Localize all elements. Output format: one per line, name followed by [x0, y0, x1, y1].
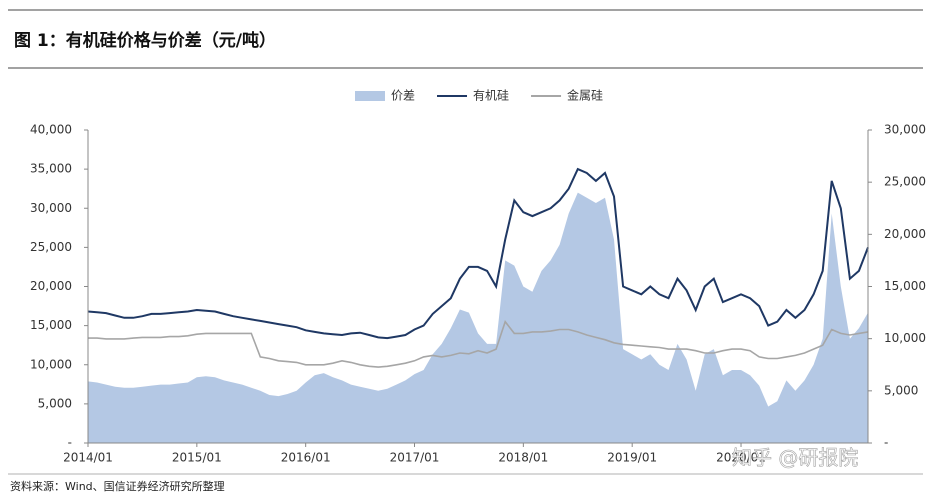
y2-tick-label: -	[884, 436, 888, 450]
line-series	[88, 320, 869, 368]
y2-tick-label: 10,000	[884, 331, 926, 345]
y-tick-label: 20,000	[30, 279, 72, 293]
y-tick-label: -	[68, 436, 72, 450]
x-tick-label: 2017/01	[390, 451, 440, 465]
y-tick-label: 35,000	[30, 162, 72, 176]
y2-tick-label: 25,000	[884, 175, 926, 189]
y2-tick-label: 30,000	[884, 123, 926, 137]
chart-title: 图 1：有机硅价格与价差（元/吨）	[14, 30, 276, 51]
x-tick-label: 2020/01	[716, 451, 766, 465]
x-tick-label: 2016/01	[281, 451, 331, 465]
x-tick-label: 2015/01	[172, 451, 222, 465]
y-tick-label: 40,000	[30, 123, 72, 137]
y2-tick-label: 15,000	[884, 279, 926, 293]
y2-tick-label: 20,000	[884, 227, 926, 241]
y-tick-label: 30,000	[30, 201, 72, 215]
y2-tick-label: 5,000	[884, 383, 918, 397]
legend-label: 有机硅	[473, 89, 509, 103]
line-series	[87, 167, 869, 340]
source-note: 资料来源：Wind、国信证券经济研究所整理	[10, 479, 225, 493]
y-tick-label: 5,000	[38, 396, 72, 410]
x-tick-label: 2019/01	[607, 451, 657, 465]
legend-label: 金属硅	[567, 88, 603, 103]
legend-label: 价差	[391, 89, 415, 103]
y-tick-label: 25,000	[30, 240, 72, 254]
legend-swatch	[355, 91, 385, 101]
y-tick-label: 10,000	[30, 357, 72, 371]
watermark: 知乎 @研报院	[732, 446, 858, 470]
x-tick-label: 2018/01	[498, 451, 548, 465]
x-tick-label: 2014/01	[63, 451, 113, 465]
y-tick-label: 15,000	[30, 318, 72, 332]
area-series	[88, 192, 868, 443]
